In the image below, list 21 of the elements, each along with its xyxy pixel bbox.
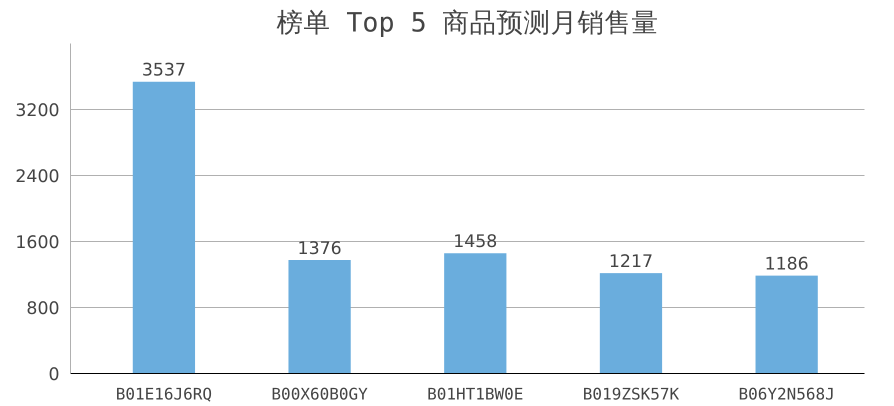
bar [756, 276, 818, 374]
data-label: 1186 [764, 254, 809, 275]
y-tick-label: 800 [26, 299, 60, 319]
x-tick-label: B01HT1BW0E [427, 384, 524, 404]
y-tick-label: 0 [48, 365, 60, 385]
x-tick-label: B00X60B0GY [271, 384, 368, 404]
bar [444, 253, 506, 374]
y-tick-label: 1600 [15, 233, 60, 253]
x-tick-label: B019ZSK57K [582, 384, 680, 404]
bar [288, 260, 351, 374]
data-label: 1217 [608, 252, 654, 272]
y-tick-label: 3200 [15, 101, 60, 121]
data-label: 3537 [142, 60, 186, 81]
data-label: 1458 [453, 232, 498, 252]
bar [600, 273, 662, 374]
x-tick-label: B01E16J6RQ [116, 384, 212, 404]
data-label: 1376 [298, 238, 342, 259]
bar [132, 82, 196, 374]
x-tick-label: B06Y2N568J [738, 384, 835, 404]
chart-title: 榜单 Top 5 商品预测月销售量 [276, 8, 659, 38]
y-tick-label: 2400 [15, 167, 60, 187]
